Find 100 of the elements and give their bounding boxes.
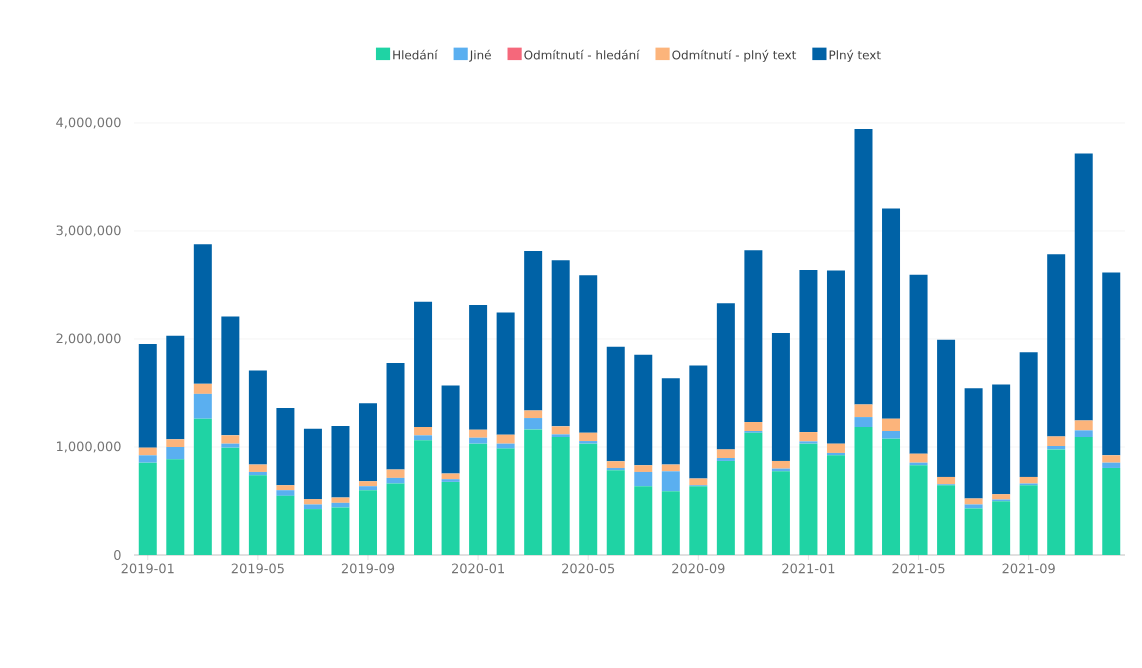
bar bbox=[248, 464, 267, 472]
bar bbox=[138, 447, 157, 456]
bar bbox=[193, 383, 212, 394]
legend-label: Plný text bbox=[829, 49, 881, 62]
bar bbox=[882, 208, 901, 419]
bar bbox=[166, 335, 185, 440]
bar bbox=[854, 417, 873, 428]
bar bbox=[386, 477, 405, 484]
bar bbox=[854, 404, 873, 418]
bar bbox=[469, 305, 488, 430]
bar bbox=[992, 501, 1011, 555]
bar bbox=[524, 429, 543, 555]
x-tick-label: 2020-05 bbox=[562, 563, 615, 574]
bar bbox=[303, 504, 322, 510]
bar bbox=[882, 438, 901, 555]
bar bbox=[579, 432, 598, 442]
legend-label: Odmítnutí - hledání bbox=[524, 49, 640, 60]
bar bbox=[358, 490, 377, 555]
bar bbox=[166, 439, 185, 447]
y-tick-label: 4,000,000 bbox=[56, 117, 121, 129]
bar bbox=[854, 128, 873, 405]
x-tick-label: 2019-05 bbox=[231, 563, 284, 574]
bar bbox=[166, 459, 185, 555]
bar bbox=[909, 453, 928, 463]
bar bbox=[193, 418, 212, 555]
bar bbox=[716, 303, 735, 450]
bar bbox=[689, 365, 708, 479]
bar bbox=[496, 448, 515, 555]
bar bbox=[221, 447, 240, 555]
x-tick-label: 2019-01 bbox=[121, 563, 174, 574]
bar bbox=[716, 460, 735, 555]
bar bbox=[166, 447, 185, 460]
x-tick-label: 2020-01 bbox=[452, 563, 504, 574]
bar bbox=[716, 449, 735, 459]
bar bbox=[937, 476, 956, 485]
bar bbox=[992, 494, 1011, 500]
bar bbox=[221, 443, 240, 448]
bar bbox=[1047, 449, 1066, 555]
bar bbox=[882, 431, 901, 439]
bar bbox=[716, 458, 735, 461]
bar bbox=[193, 244, 212, 384]
bar bbox=[469, 437, 488, 444]
bar bbox=[799, 269, 818, 433]
bar bbox=[1074, 437, 1093, 555]
bar bbox=[937, 339, 956, 477]
bar bbox=[909, 274, 928, 454]
bar bbox=[1102, 272, 1121, 456]
legend-label: Jiné bbox=[469, 49, 491, 62]
bar bbox=[661, 471, 680, 492]
bar bbox=[331, 507, 350, 555]
bar bbox=[221, 435, 240, 444]
x-tick-label: 2021-05 bbox=[892, 563, 945, 574]
bar bbox=[689, 486, 708, 555]
bar bbox=[1102, 455, 1121, 463]
bar bbox=[1102, 462, 1121, 468]
bar bbox=[386, 469, 405, 478]
bar bbox=[469, 429, 488, 438]
bar bbox=[1047, 254, 1066, 437]
bar bbox=[248, 370, 267, 465]
bar bbox=[551, 260, 570, 427]
bar bbox=[909, 465, 928, 555]
bar bbox=[1047, 446, 1066, 450]
y-tick-label: 0 bbox=[114, 550, 121, 560]
bar bbox=[469, 443, 488, 555]
x-tick-label: 2020-09 bbox=[672, 563, 725, 574]
bar bbox=[744, 250, 763, 423]
bar bbox=[276, 485, 295, 491]
bar bbox=[771, 460, 790, 469]
bar bbox=[606, 470, 625, 555]
bar bbox=[1019, 352, 1038, 477]
bar bbox=[276, 408, 295, 486]
bar bbox=[331, 426, 350, 498]
legend-label: Odmítnutí - plný text bbox=[672, 49, 797, 62]
bar bbox=[771, 333, 790, 461]
bar bbox=[799, 432, 818, 442]
bar bbox=[1019, 485, 1038, 555]
bar bbox=[303, 428, 322, 500]
bar bbox=[634, 465, 653, 472]
bar bbox=[496, 312, 515, 435]
bar bbox=[854, 427, 873, 555]
bar bbox=[661, 378, 680, 465]
bar bbox=[882, 418, 901, 432]
bar bbox=[138, 343, 157, 448]
bar bbox=[579, 275, 598, 433]
bar bbox=[937, 485, 956, 555]
bar bbox=[579, 443, 598, 555]
bar bbox=[551, 437, 570, 555]
bar bbox=[744, 432, 763, 555]
bar bbox=[634, 471, 653, 487]
bar bbox=[992, 384, 1011, 495]
bar bbox=[964, 508, 983, 555]
bar bbox=[661, 491, 680, 555]
bar bbox=[1019, 476, 1038, 484]
y-tick-label: 3,000,000 bbox=[56, 225, 121, 237]
bar bbox=[358, 486, 377, 491]
bar bbox=[799, 441, 818, 444]
bar bbox=[386, 362, 405, 470]
legend-label: Hledání bbox=[393, 49, 438, 60]
bar bbox=[248, 475, 267, 555]
x-tick-label: 2019-09 bbox=[341, 563, 395, 574]
